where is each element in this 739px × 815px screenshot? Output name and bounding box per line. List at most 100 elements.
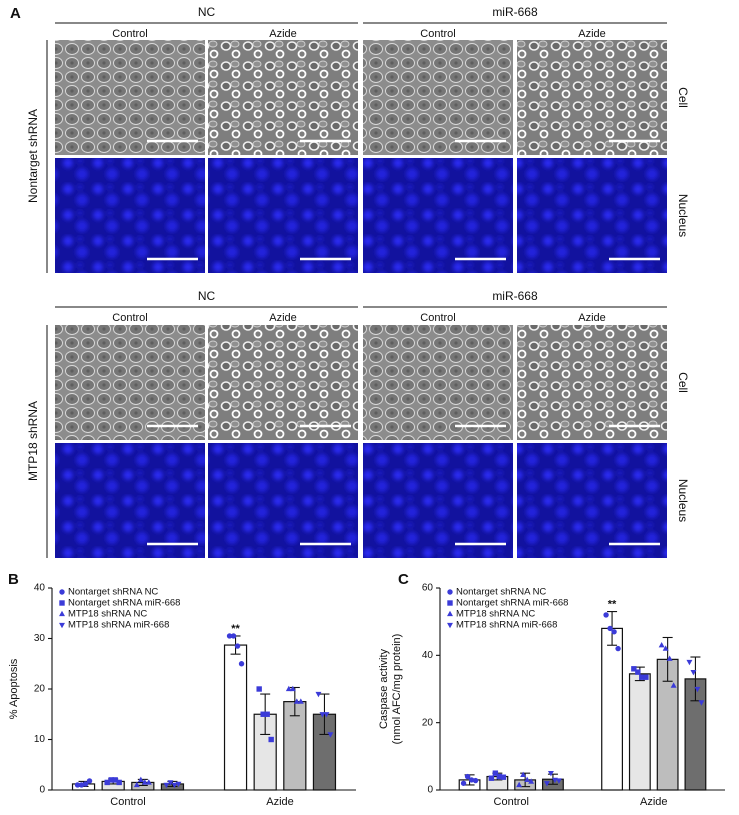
- legend-marker: [447, 589, 453, 595]
- condition-label: Azide: [578, 312, 606, 324]
- condition-label: Control: [112, 28, 147, 40]
- x-tick-label: Control: [110, 796, 145, 808]
- nucleus-image: [517, 443, 667, 558]
- nucleus-image: [363, 158, 513, 273]
- condition-label: Control: [112, 312, 147, 324]
- x-tick-label: Azide: [266, 796, 294, 808]
- cell-image: [517, 40, 667, 155]
- bar: [601, 627, 623, 791]
- data-point: [133, 781, 140, 788]
- group-label: NC: [198, 289, 216, 303]
- nucleus-image: [208, 443, 358, 558]
- channel-label: Cell: [676, 372, 690, 393]
- legend-marker: [447, 610, 453, 617]
- legend-marker: [59, 622, 65, 629]
- cell-image: [55, 40, 205, 155]
- legend-marker: [59, 589, 65, 595]
- nucleus-image: [363, 443, 513, 558]
- data-point: [694, 686, 701, 693]
- data-point: [264, 711, 270, 717]
- data-point: [698, 700, 705, 706]
- data-point: [315, 691, 322, 698]
- panel-label: A: [10, 5, 21, 22]
- data-point: [492, 770, 499, 776]
- data-point: [238, 661, 245, 667]
- data-point: [496, 773, 503, 780]
- data-point: [468, 777, 475, 783]
- x-tick-label: Azide: [640, 796, 668, 808]
- y-tick-label: 0: [39, 785, 45, 796]
- data-point: [516, 781, 523, 788]
- data-point: [615, 645, 621, 652]
- data-point: [472, 777, 479, 784]
- annotation: **: [231, 623, 240, 635]
- data-point: [658, 641, 665, 648]
- data-point: [137, 776, 144, 783]
- data-point: [662, 645, 669, 651]
- data-point: [163, 782, 170, 789]
- nucleus-image: [55, 158, 205, 273]
- group-label: NC: [198, 5, 216, 19]
- y-tick-label: 60: [422, 583, 434, 594]
- group-label: miR-668: [492, 5, 538, 19]
- data-point: [86, 778, 93, 784]
- y-axis-label: (nmol AFC/mg protein): [391, 634, 403, 745]
- condition-label: Control: [420, 28, 455, 40]
- data-point: [297, 698, 304, 704]
- data-point: [145, 779, 152, 785]
- bar: [628, 673, 651, 791]
- row-label: Nontarget shRNA: [26, 109, 40, 203]
- data-point: [690, 670, 697, 676]
- y-tick-label: 20: [422, 717, 434, 728]
- data-point: [256, 686, 262, 692]
- data-point: [464, 773, 471, 780]
- legend-label: MTP18 shRNA miR-668: [68, 620, 169, 631]
- y-axis-label: Caspase activity: [378, 648, 390, 729]
- condition-label: Azide: [269, 28, 297, 40]
- x-tick-label: Control: [494, 796, 529, 808]
- panel-label: C: [398, 571, 409, 588]
- data-point: [686, 659, 693, 666]
- cell-image: [208, 325, 358, 440]
- cell-image: [208, 40, 358, 155]
- data-point: [670, 682, 677, 688]
- panel-label: B: [8, 571, 19, 588]
- legend-label: MTP18 shRNA miR-668: [456, 620, 557, 631]
- channel-label: Nucleus: [676, 479, 690, 522]
- data-point: [524, 776, 531, 783]
- data-point: [108, 777, 114, 783]
- legend-label: Nontarget shRNA miR-668: [456, 598, 568, 609]
- y-axis-label: % Apoptosis: [8, 658, 20, 719]
- legend-marker: [447, 622, 453, 629]
- data-point: [230, 633, 237, 639]
- legend-label: Nontarget shRNA miR-668: [68, 598, 180, 609]
- nucleus-image: [517, 158, 667, 273]
- group-label: miR-668: [492, 289, 538, 303]
- legend-label: Nontarget shRNA NC: [68, 587, 158, 598]
- data-point: [607, 625, 613, 632]
- channel-label: Cell: [676, 87, 690, 108]
- condition-label: Control: [420, 312, 455, 324]
- data-point: [666, 655, 673, 661]
- data-point: [104, 779, 110, 786]
- y-tick-label: 10: [34, 734, 46, 745]
- cell-image: [517, 325, 667, 440]
- cell-image: [55, 325, 205, 440]
- data-point: [460, 780, 467, 786]
- cell-image: [363, 40, 513, 155]
- legend-label: Nontarget shRNA NC: [456, 587, 546, 598]
- data-point: [293, 698, 300, 704]
- legend-label: MTP18 shRNA NC: [456, 609, 535, 620]
- legend-label: MTP18 shRNA NC: [68, 609, 147, 620]
- annotation: **: [608, 598, 617, 610]
- data-point: [327, 732, 334, 738]
- data-point: [631, 666, 637, 672]
- legend-marker: [447, 600, 453, 606]
- legend-marker: [59, 600, 65, 606]
- data-point: [611, 629, 617, 635]
- data-point: [175, 781, 182, 788]
- data-point: [520, 771, 527, 778]
- data-point: [547, 771, 554, 777]
- data-point: [141, 779, 148, 785]
